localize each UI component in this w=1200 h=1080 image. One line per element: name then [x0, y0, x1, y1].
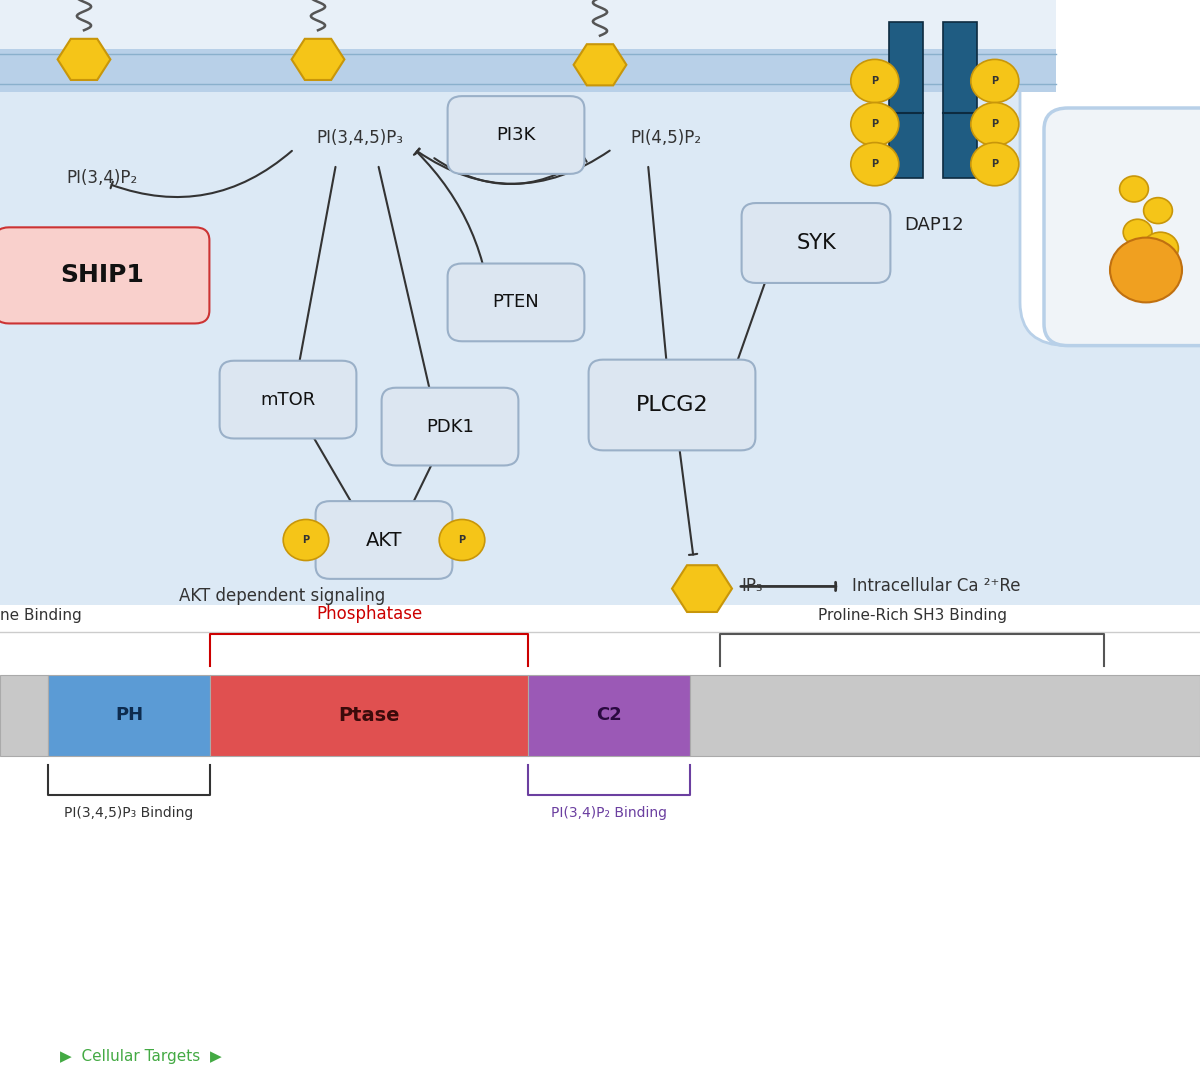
Text: C2: C2	[596, 706, 622, 725]
Text: mTOR: mTOR	[260, 391, 316, 408]
Text: P: P	[871, 159, 878, 170]
FancyBboxPatch shape	[316, 501, 452, 579]
Bar	[210, 675, 528, 756]
FancyBboxPatch shape	[448, 264, 584, 341]
Bar	[0, 49, 1056, 92]
FancyBboxPatch shape	[1020, 0, 1200, 346]
Text: PI(3,4)P₂: PI(3,4)P₂	[66, 170, 137, 187]
Text: PI(3,4,5)P₃ Binding: PI(3,4,5)P₃ Binding	[65, 806, 193, 820]
Bar	[889, 22, 923, 178]
Bar	[48, 675, 210, 756]
Circle shape	[1144, 198, 1172, 224]
FancyBboxPatch shape	[742, 203, 890, 283]
Circle shape	[1142, 232, 1178, 265]
Text: AKT dependent signaling: AKT dependent signaling	[179, 588, 385, 605]
Bar	[0, 632, 1200, 1080]
Bar	[0, 0, 1200, 140]
FancyBboxPatch shape	[0, 228, 209, 324]
FancyBboxPatch shape	[589, 360, 756, 450]
FancyBboxPatch shape	[220, 361, 356, 438]
Text: DAP12: DAP12	[904, 216, 964, 234]
Bar	[943, 22, 977, 178]
Circle shape	[1110, 238, 1182, 302]
Circle shape	[439, 519, 485, 561]
Text: SYK: SYK	[796, 233, 836, 253]
Text: SHIP1: SHIP1	[60, 264, 144, 287]
Text: PI(3,4,5)P₃: PI(3,4,5)P₃	[317, 130, 403, 147]
Text: Proline-Rich SH3 Binding: Proline-Rich SH3 Binding	[817, 608, 1007, 623]
Text: PDK1: PDK1	[426, 418, 474, 435]
Bar	[0, 54, 1200, 605]
Circle shape	[283, 519, 329, 561]
FancyBboxPatch shape	[382, 388, 518, 465]
Text: Ptase: Ptase	[338, 706, 400, 725]
FancyBboxPatch shape	[1044, 108, 1200, 346]
Text: PI(4,5)P₂: PI(4,5)P₂	[630, 130, 702, 147]
Circle shape	[971, 59, 1019, 103]
Circle shape	[971, 143, 1019, 186]
Bar	[0, 675, 48, 756]
Text: P: P	[458, 535, 466, 545]
Text: Phosphatase: Phosphatase	[316, 605, 422, 623]
Bar	[0, 0, 1056, 49]
Bar	[528, 675, 690, 756]
Text: PI3K: PI3K	[497, 126, 535, 144]
Text: P: P	[302, 535, 310, 545]
Text: P: P	[991, 159, 998, 170]
Text: AKT: AKT	[366, 530, 402, 550]
Text: ▶  Cellular Targets  ▶: ▶ Cellular Targets ▶	[60, 1049, 222, 1064]
Text: P: P	[871, 76, 878, 86]
Circle shape	[851, 143, 899, 186]
Text: P: P	[991, 76, 998, 86]
Text: P: P	[991, 119, 998, 130]
Circle shape	[851, 59, 899, 103]
Circle shape	[1123, 219, 1152, 245]
Text: PI(3,4)P₂ Binding: PI(3,4)P₂ Binding	[551, 806, 667, 820]
Text: ne Binding: ne Binding	[0, 608, 82, 623]
Circle shape	[971, 103, 1019, 146]
Bar	[690, 675, 1200, 756]
Circle shape	[1120, 176, 1148, 202]
Text: IP₃: IP₃	[742, 578, 763, 595]
Text: PH: PH	[115, 706, 143, 725]
Text: PLCG2: PLCG2	[636, 395, 708, 415]
FancyBboxPatch shape	[448, 96, 584, 174]
Text: Intracellular Ca ²⁺Re: Intracellular Ca ²⁺Re	[852, 578, 1020, 595]
Text: P: P	[871, 119, 878, 130]
Circle shape	[851, 103, 899, 146]
Text: PTEN: PTEN	[493, 294, 539, 311]
